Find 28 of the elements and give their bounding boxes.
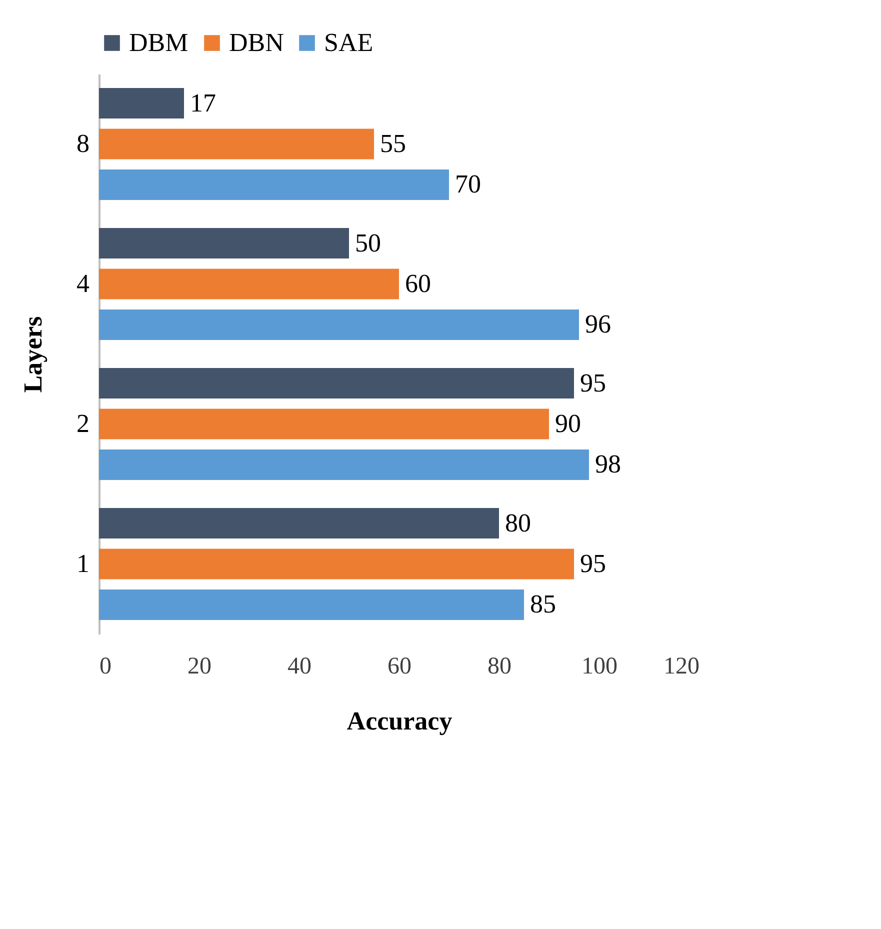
y-axis-title: Layers [18, 316, 48, 393]
x-tick-label: 40 [288, 654, 312, 680]
x-tick-label: 0 [100, 654, 112, 680]
data-label: 95 [580, 549, 606, 578]
x-tick-label: 80 [488, 654, 512, 680]
legend-label: DBN [229, 28, 284, 57]
data-label: 95 [580, 368, 606, 398]
x-axis-title: Accuracy [346, 706, 452, 736]
y-tick-label: 8 [76, 129, 90, 158]
y-tick-label: 4 [76, 269, 90, 298]
legend-label: DBM [129, 28, 188, 57]
x-tick-label: 100 [582, 654, 618, 680]
x-tick-label: 120 [664, 654, 700, 680]
legend-label: SAE [324, 28, 374, 57]
data-label: 96 [585, 310, 611, 339]
data-label: 17 [190, 88, 216, 118]
data-label: 80 [505, 508, 531, 538]
y-tick-label: 1 [76, 549, 90, 578]
data-label: 50 [355, 228, 381, 258]
y-tick-label: 2 [76, 409, 90, 438]
x-tick-label: 60 [388, 654, 412, 680]
data-label: 90 [555, 409, 581, 438]
data-label: 85 [530, 590, 556, 619]
data-label: 70 [455, 170, 481, 199]
data-label: 55 [380, 129, 406, 158]
data-label: 60 [405, 269, 431, 298]
data-label: 98 [595, 450, 621, 479]
x-tick-label: 20 [188, 654, 212, 680]
